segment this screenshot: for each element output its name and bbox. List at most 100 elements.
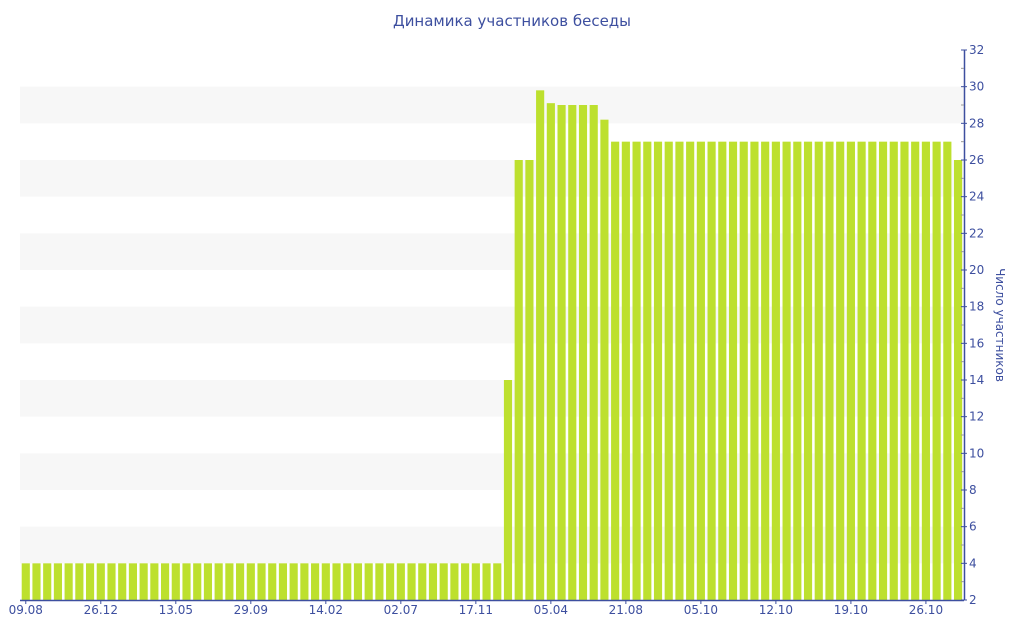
bar — [75, 563, 84, 600]
bar — [814, 141, 823, 600]
bar — [803, 141, 813, 600]
bar — [418, 563, 427, 600]
y-tick-label: 26 — [969, 153, 984, 167]
y-tick-label: 32 — [969, 43, 984, 57]
y-tick-label: 6 — [969, 520, 977, 534]
x-tick-label: 21.08 — [609, 603, 643, 617]
bar — [739, 141, 748, 600]
y-tick-label: 14 — [969, 373, 984, 387]
grid-band — [20, 86, 964, 124]
bar — [482, 563, 491, 600]
bar — [118, 563, 127, 600]
y-tick-label: 18 — [969, 300, 984, 314]
bar — [450, 563, 459, 600]
bar — [653, 141, 663, 600]
bar — [289, 563, 298, 600]
bar — [214, 563, 223, 600]
bar — [225, 563, 234, 600]
y-tick-label: 8 — [969, 483, 977, 497]
bar — [21, 563, 30, 600]
bar — [439, 563, 448, 600]
bar — [611, 141, 620, 600]
bar — [836, 141, 845, 600]
x-tick-label: 26.10 — [909, 603, 943, 617]
bar — [793, 141, 802, 600]
bar — [386, 563, 395, 600]
bar — [107, 563, 116, 600]
bar — [193, 563, 202, 600]
bar — [889, 141, 898, 600]
bar — [96, 563, 105, 600]
bar — [878, 141, 888, 600]
bar — [675, 141, 684, 600]
bar — [589, 105, 598, 600]
bar — [236, 563, 245, 600]
bar — [825, 141, 834, 600]
y-tick-label: 22 — [969, 226, 984, 240]
bar — [278, 563, 288, 600]
x-tick-label: 19.10 — [834, 603, 868, 617]
bar — [364, 563, 373, 600]
bar — [728, 141, 738, 600]
y-tick-label: 20 — [969, 263, 984, 277]
x-tick-label: 29.09 — [234, 603, 268, 617]
bar — [707, 141, 716, 600]
bar — [64, 563, 73, 600]
bar — [407, 563, 416, 600]
bar — [514, 160, 523, 600]
bar — [686, 141, 695, 600]
y-tick-label: 28 — [969, 116, 984, 130]
bar — [53, 563, 62, 600]
x-tick-label: 26.12 — [84, 603, 118, 617]
bar — [332, 563, 341, 600]
bar — [536, 90, 545, 600]
x-tick-label: 13.05 — [159, 603, 193, 617]
x-tick-label: 14.02 — [309, 603, 343, 617]
bar — [171, 563, 180, 600]
bar — [600, 119, 609, 601]
y-tick-label: 24 — [969, 190, 984, 204]
bar — [750, 141, 759, 600]
bar — [300, 563, 309, 600]
bar — [782, 141, 791, 600]
bar — [578, 105, 588, 600]
bar — [921, 141, 930, 600]
bar — [461, 563, 470, 600]
bar — [471, 563, 480, 600]
y-tick-label: 12 — [969, 410, 984, 424]
bar — [128, 563, 138, 600]
bar — [353, 563, 363, 600]
bar — [568, 105, 577, 600]
bar — [621, 141, 630, 600]
bar — [911, 141, 920, 600]
y-tick-label: 2 — [969, 593, 977, 607]
bar — [557, 105, 566, 600]
bar — [932, 141, 941, 600]
bar — [257, 563, 266, 600]
bar — [375, 563, 384, 600]
bar — [321, 563, 330, 600]
x-tick-label: 05.10 — [684, 603, 718, 617]
bar — [718, 141, 727, 600]
bar — [761, 141, 770, 600]
bar — [32, 563, 41, 600]
bar — [771, 141, 780, 600]
bar — [161, 563, 170, 600]
bar — [343, 563, 352, 600]
y-tick-label: 30 — [969, 80, 984, 94]
x-tick-label: 02.07 — [384, 603, 418, 617]
x-tick-label: 17.11 — [459, 603, 493, 617]
x-tick-label: 05.04 — [534, 603, 568, 617]
bar — [268, 563, 277, 600]
bar — [525, 160, 534, 600]
bar — [868, 141, 877, 600]
bar — [428, 563, 438, 600]
y-tick-label: 10 — [969, 446, 984, 460]
bar — [85, 563, 95, 600]
y-axis-label: Число участников — [993, 268, 1007, 382]
x-tick-label: 12.10 — [759, 603, 793, 617]
bar — [182, 563, 191, 600]
bar — [311, 563, 320, 600]
bar — [503, 380, 513, 600]
